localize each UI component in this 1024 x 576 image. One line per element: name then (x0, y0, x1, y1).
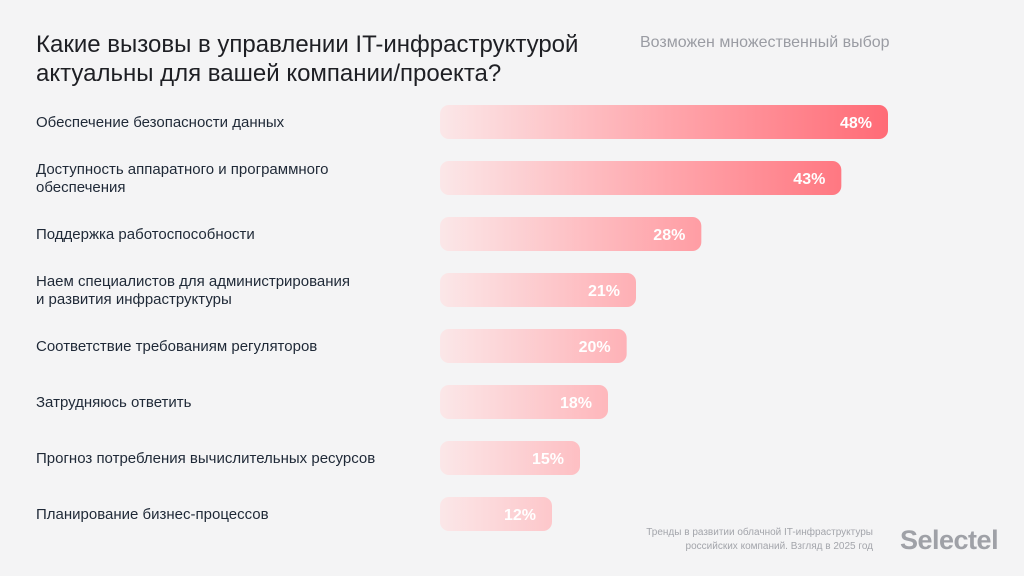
bar-value-label: 18% (560, 395, 592, 412)
category-label: Поддержка работоспособности (36, 226, 255, 243)
bar-value-label: 21% (588, 283, 620, 300)
chart-subtitle: Возможен множественный выбор (640, 34, 890, 51)
category-label: Прогноз потребления вычислительных ресур… (36, 450, 375, 467)
bar-value-label: 43% (793, 171, 825, 188)
category-label-line: Соответствие требованиям регуляторов (36, 338, 317, 355)
bar (440, 273, 636, 307)
chart-title: Какие вызовы в управлении IT-инфраструкт… (36, 31, 579, 87)
bar (440, 161, 842, 195)
category-label-line: Прогноз потребления вычислительных ресур… (36, 450, 375, 467)
category-label: Наем специалистов для администрирования и… (36, 273, 350, 308)
selectel-logo: Selectel (900, 525, 999, 555)
category-label-line: и развития инфраструктуры (36, 291, 232, 308)
bar (440, 329, 627, 363)
bar (440, 217, 702, 251)
category-label: Обеспечение безопасности данных (36, 114, 285, 131)
source-line-2: российских компаний. Взгляд в 2025 год (685, 541, 873, 552)
bar-value-label: 15% (532, 451, 564, 468)
bar-value-label: 28% (653, 227, 685, 244)
bar (440, 441, 580, 475)
category-label: Затрудняюсь ответить (36, 394, 192, 411)
bar-value-label: 20% (579, 339, 611, 356)
category-label: Доступность аппаратного и программного об… (36, 161, 329, 196)
bar-value-label: 12% (504, 507, 536, 524)
bar (440, 497, 552, 531)
bar (440, 385, 608, 419)
category-label: Соответствие требованиям регуляторов (36, 338, 317, 355)
source-line-1: Тренды в развитии облачной IT-инфраструк… (646, 527, 873, 538)
bar (440, 105, 888, 139)
category-label-line: Доступность аппаратного и программного (36, 161, 329, 178)
category-label-line: Поддержка работоспособности (36, 226, 255, 243)
source-note: Тренды в развитии облачной IT-инфраструк… (573, 526, 873, 554)
bar-value-label: 48% (840, 115, 872, 132)
category-label-line: Наем специалистов для администрирования (36, 273, 350, 290)
category-label-line: Планирование бизнес-процессов (36, 506, 269, 523)
category-label: Планирование бизнес-процессов (36, 506, 269, 523)
category-label-line: Обеспечение безопасности данных (36, 114, 285, 131)
category-label-line: Затрудняюсь ответить (36, 394, 192, 411)
bars-group: 48% Обеспечение безопасности данных 43% Дос… (36, 105, 888, 531)
category-label-line: обеспечения (36, 179, 126, 196)
